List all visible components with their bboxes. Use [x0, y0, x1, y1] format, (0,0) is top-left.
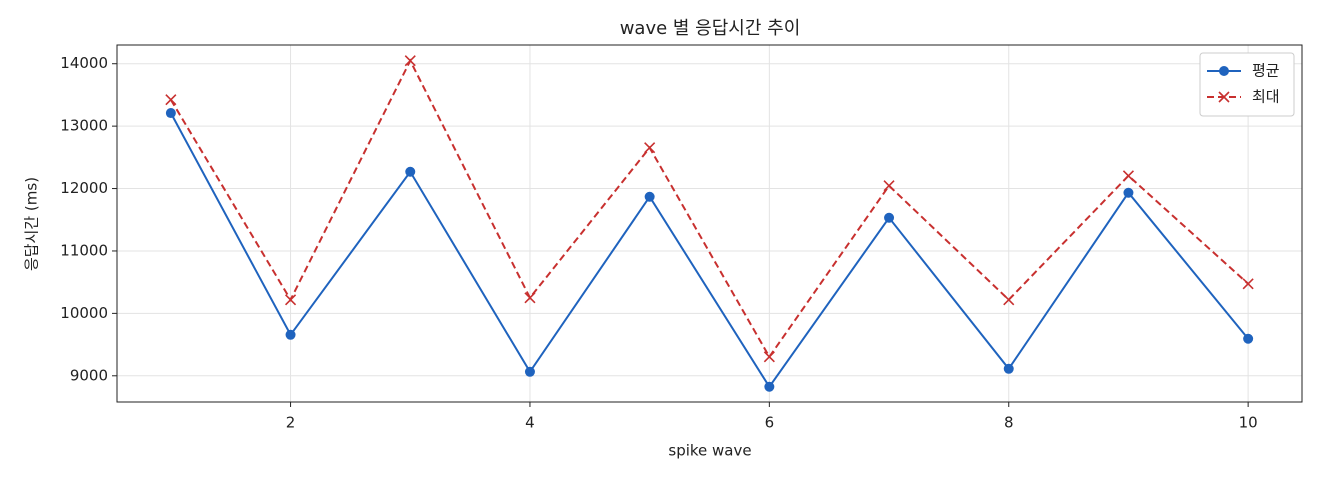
x-tick-label: 10 — [1239, 414, 1258, 432]
data-point — [404, 55, 416, 67]
data-point — [165, 108, 176, 119]
y-tick-label: 12000 — [60, 179, 108, 197]
y-tick-label: 14000 — [60, 54, 108, 72]
x-axis-label: spike wave — [668, 442, 751, 460]
chart-title: wave 별 응답시간 추이 — [620, 18, 801, 39]
y-tick-label: 10000 — [60, 304, 108, 322]
data-point — [644, 191, 655, 202]
y-axis-label: 응답시간 (ms) — [23, 177, 41, 271]
data-point — [763, 351, 775, 363]
data-point — [884, 212, 895, 223]
data-point — [524, 292, 536, 304]
x-tick-label: 8 — [1004, 414, 1014, 432]
data-point — [165, 94, 177, 106]
legend-marker — [1219, 66, 1229, 76]
data-point — [764, 381, 775, 392]
legend-box — [1199, 52, 1295, 117]
data-point — [285, 329, 296, 340]
data-point — [524, 366, 535, 377]
legend-label: 최대 — [1252, 88, 1280, 106]
y-tick-label: 13000 — [60, 117, 108, 135]
data-point — [284, 294, 297, 306]
data-point — [1123, 187, 1134, 198]
data-point — [644, 142, 656, 154]
legend-marker — [1218, 91, 1230, 103]
series-line — [170, 58, 1249, 359]
x-tick-label: 2 — [286, 414, 296, 432]
x-tick-label: 6 — [765, 414, 775, 432]
y-tick-label: 11000 — [60, 241, 108, 259]
data-point — [1003, 363, 1014, 374]
y-tick-label: 9000 — [70, 366, 108, 384]
data-point — [1003, 294, 1015, 306]
legend-label: 평균 — [1252, 62, 1280, 80]
plot-frame — [116, 44, 1303, 403]
data-point — [1243, 333, 1254, 344]
series-line — [169, 112, 1249, 389]
x-tick-label: 4 — [525, 414, 535, 432]
data-point — [405, 166, 416, 177]
data-point — [1122, 170, 1135, 182]
data-point — [1242, 278, 1254, 290]
data-point — [883, 180, 895, 192]
